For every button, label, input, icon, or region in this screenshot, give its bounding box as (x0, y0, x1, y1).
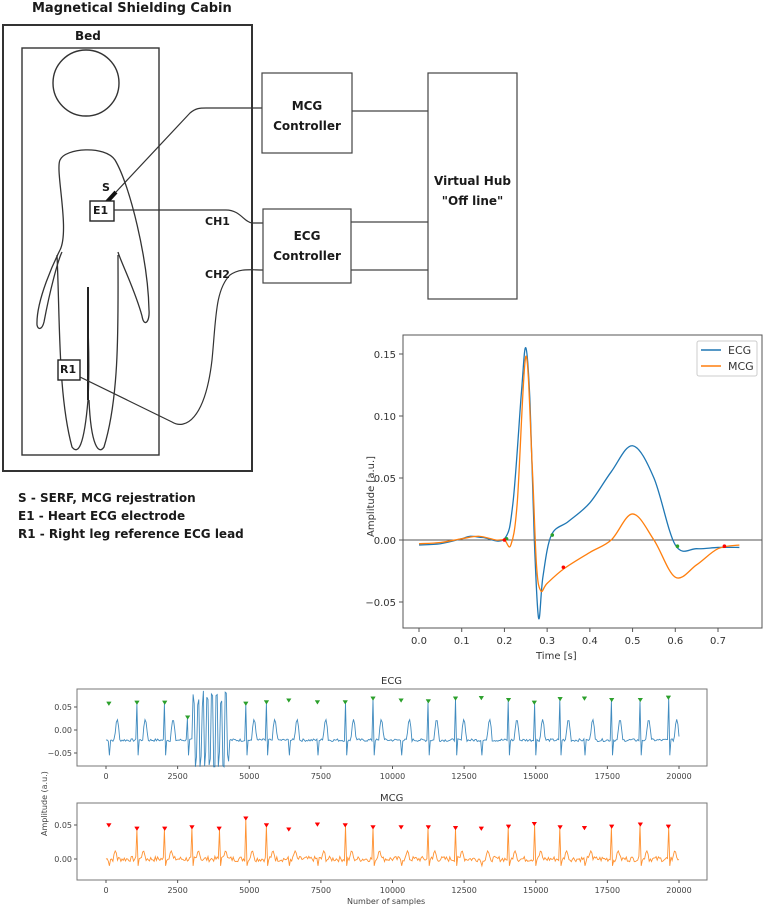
strip-x-axis-label: Number of samples (347, 897, 426, 906)
cabin-title: Magnetical Shielding Cabin (32, 1, 232, 16)
electrode-e1-label: E1 (93, 204, 109, 217)
key-r1: R1 - Right leg reference ECG lead (18, 527, 244, 541)
key-sensor: S - SERF, MCG rejestration (18, 491, 196, 505)
ecg-controller-box: ECG Controller (263, 226, 351, 266)
svg-text:7500: 7500 (311, 772, 331, 781)
svg-text:15000: 15000 (523, 886, 548, 895)
key-e1: E1 - Heart ECG electrode (18, 509, 186, 523)
ecg-controller-line1: ECG (293, 229, 321, 243)
svg-text:15000: 15000 (523, 772, 548, 781)
svg-text:0.0: 0.0 (411, 636, 427, 647)
electrode-r1-label: R1 (60, 363, 77, 376)
sensor-label: S (102, 181, 110, 194)
svg-text:0.05: 0.05 (54, 821, 72, 830)
svg-text:0.00: 0.00 (54, 855, 72, 864)
virtual-hub-line2: "Off line" (441, 194, 504, 208)
mcg-controller-box: MCG Controller (262, 96, 352, 136)
svg-text:5000: 5000 (239, 772, 259, 781)
svg-text:0: 0 (103, 772, 108, 781)
diagram-key: S - SERF, MCG rejestration E1 - Heart EC… (18, 489, 244, 543)
virtual-hub-line1: Virtual Hub (434, 174, 511, 188)
mcg-controller-line1: MCG (291, 99, 323, 113)
svg-text:−0.05: −0.05 (365, 598, 396, 609)
svg-text:0.3: 0.3 (539, 636, 555, 647)
y-axis-label: Amplitude [a.u.] (366, 455, 377, 537)
svg-text:5000: 5000 (239, 886, 259, 895)
ecg-controller-line2: Controller (273, 249, 341, 263)
svg-text:0: 0 (103, 886, 108, 895)
svg-text:0.7: 0.7 (710, 636, 726, 647)
svg-text:17500: 17500 (595, 886, 620, 895)
mcg-strip-title: MCG (380, 793, 404, 804)
svg-text:10000: 10000 (380, 772, 405, 781)
svg-text:20000: 20000 (666, 772, 691, 781)
svg-text:12500: 12500 (451, 886, 476, 895)
svg-text:0.1: 0.1 (454, 636, 470, 647)
channel-2-label: CH2 (205, 268, 230, 281)
channel-1-label: CH1 (205, 215, 230, 228)
svg-text:0.05: 0.05 (54, 703, 72, 712)
svg-text:0.00: 0.00 (374, 536, 396, 547)
svg-text:2500: 2500 (167, 886, 187, 895)
svg-text:0.6: 0.6 (667, 636, 683, 647)
svg-text:17500: 17500 (595, 772, 620, 781)
diagram-lines (2, 24, 518, 472)
svg-text:0.2: 0.2 (496, 636, 512, 647)
ecg-strip-title: ECG (381, 676, 403, 687)
svg-text:12500: 12500 (451, 772, 476, 781)
virtual-hub-box: Virtual Hub "Off line" (428, 171, 517, 211)
svg-text:0.5: 0.5 (625, 636, 641, 647)
svg-text:10000: 10000 (380, 886, 405, 895)
x-axis-label: Time [s] (536, 651, 577, 662)
svg-text:0.4: 0.4 (582, 636, 598, 647)
mcg-controller-line2: Controller (273, 119, 341, 133)
svg-text:20000: 20000 (666, 886, 691, 895)
bed-label: Bed (75, 29, 101, 43)
svg-text:−0.05: −0.05 (47, 749, 72, 758)
svg-text:7500: 7500 (311, 886, 331, 895)
svg-text:2500: 2500 (167, 772, 187, 781)
strip-y-axis-label: Amplitude (a.u.) (40, 771, 49, 836)
svg-text:0.00: 0.00 (54, 726, 72, 735)
